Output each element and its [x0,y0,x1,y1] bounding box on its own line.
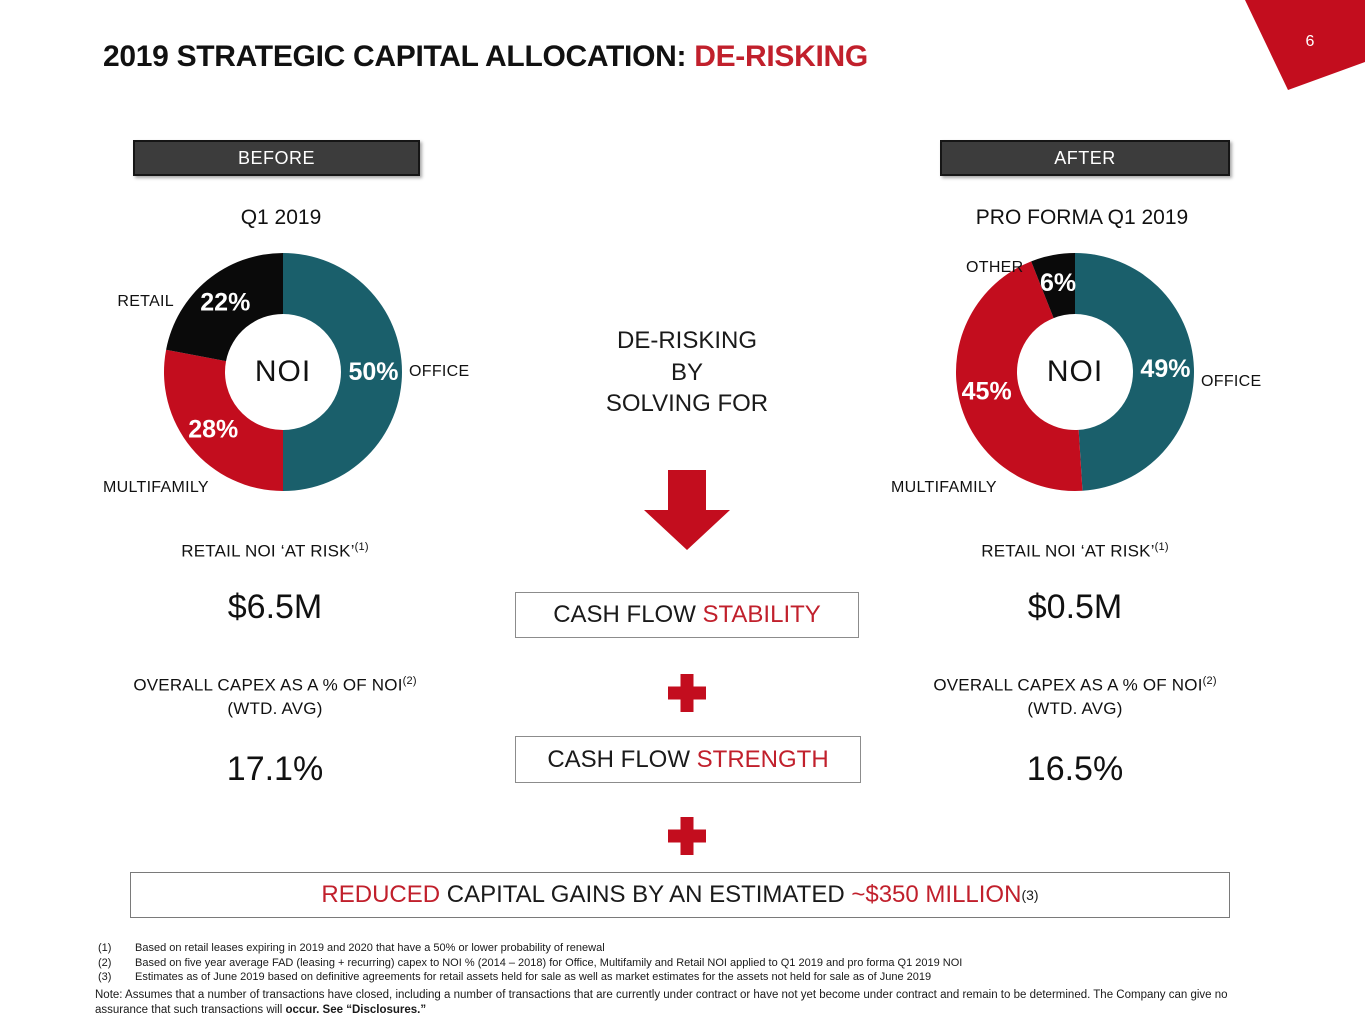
svg-text:6%: 6% [1040,269,1076,297]
before-capex-value: 17.1% [226,750,324,788]
disclosure-note: Note: Assumes that a number of transacti… [95,988,1265,1017]
de-risking-line-1: DE-RISKING [616,327,757,354]
svg-text:28%: 28% [188,416,238,444]
after-header: AFTER [940,140,1230,176]
svg-text:22%: 22% [200,288,250,316]
before-capex-subtext: (WTD. AVG) [227,698,323,718]
page-title-red: DE-RISKING [686,40,868,73]
after-at-risk-value: $0.5M [1027,588,1123,626]
before-capex-text: OVERALL CAPEX AS A % OF NOI [133,675,403,695]
before-label-office: OFFICE [409,363,470,380]
before-capex-footref: (2) [402,675,417,687]
footnotes: (1) Based on retail leases expiring in 2… [98,942,1278,986]
after-capex-value: 16.5% [1026,750,1124,788]
before-header-label: BEFORE [237,147,315,168]
plus-icon [668,817,706,855]
cash-flow-stability-black: CASH FLOW [553,601,703,628]
before-at-risk-text: RETAIL NOI ‘AT RISK’ [181,541,355,561]
after-at-risk-label: RETAIL NOI ‘AT RISK’(1) [875,541,1275,562]
cash-flow-strength-black: CASH FLOW [547,745,697,773]
reduced-capital-gains-banner: REDUCED CAPITAL GAINS BY AN ESTIMATED ~$… [130,872,1230,918]
disclosure-note-bold: occur. See “Disclosures.” [285,1003,427,1016]
page-title-black: 2019 STRATEGIC CAPITAL ALLOCATION: [103,40,687,73]
after-at-risk-footref: (1) [1154,541,1169,553]
banner-amount: ~$350 MILLION [851,881,1022,908]
after-donut-chart: 49% 45% 6% [956,253,1194,491]
after-label-office: OFFICE [1201,373,1262,390]
before-at-risk-value: $6.5M [227,588,323,626]
plus-icon [668,674,706,712]
after-at-risk-text: RETAIL NOI ‘AT RISK’ [981,541,1155,561]
footnote-1-num: (1) [98,942,112,954]
down-arrow-icon [644,470,730,550]
svg-text:45%: 45% [962,378,1012,406]
after-label-multifamily: MULTIFAMILY [891,479,997,496]
after-subtitle: PRO FORMA Q1 2019 [975,206,1189,229]
footnote-3-num: (3) [98,971,112,983]
footnote-3-text: Estimates as of June 2019 based on defin… [135,971,932,983]
footnote-1-text: Based on retail leases expiring in 2019 … [135,942,605,954]
banner-reduced: REDUCED [321,881,441,908]
corner-ribbon-shape [1245,0,1365,90]
svg-text:50%: 50% [348,358,398,386]
corner-ribbon: 6 [1245,0,1365,90]
after-label-other: OTHER [966,259,1024,276]
before-at-risk-footref: (1) [354,541,369,553]
cash-flow-stability-red: STABILITY [702,601,821,628]
after-header-label: AFTER [1054,147,1116,168]
before-donut-chart: 50% 28% 22% [163,253,402,491]
de-risking-statement: DE-RISKING BY SOLVING FOR [537,325,837,420]
after-capex-footref: (2) [1202,675,1217,687]
after-capex-label: OVERALL CAPEX AS A % OF NOI(2) (WTD. AVG… [875,670,1275,720]
footnote-2: (2) Based on five year average FAD (leas… [98,957,1278,971]
footnote-3: (3) Estimates as of June 2019 based on d… [98,971,1278,985]
before-at-risk-label: RETAIL NOI ‘AT RISK’(1) [75,541,475,562]
footnote-2-text: Based on five year average FAD (leasing … [135,956,963,969]
before-capex-label: OVERALL CAPEX AS A % OF NOI(2) (WTD. AVG… [75,670,475,720]
page-title: 2019 STRATEGIC CAPITAL ALLOCATION: DE-RI… [103,40,868,74]
de-risking-line-3: SOLVING FOR [605,390,769,417]
banner-middle: CAPITAL GAINS BY AN ESTIMATED [440,881,852,908]
before-subtitle: Q1 2019 [240,206,322,229]
after-capex-text: OVERALL CAPEX AS A % OF NOI [933,675,1203,695]
page-number: 6 [1306,33,1315,50]
before-header: BEFORE [133,140,420,176]
after-capex-subtext: (WTD. AVG) [1027,698,1123,718]
cash-flow-strength-red: STRENGTH [696,745,829,773]
de-risking-line-2: BY [670,358,703,386]
before-label-multifamily: MULTIFAMILY [103,479,209,496]
svg-text:49%: 49% [1140,355,1190,383]
cash-flow-stability-box: CASH FLOW STABILITY [515,592,859,638]
footnote-1: (1) Based on retail leases expiring in 2… [98,942,1278,956]
banner-footref: (3) [1021,887,1039,903]
footnote-2-num: (2) [98,956,112,969]
disclosure-note-text: Note: Assumes that a number of transacti… [95,989,1228,1016]
cash-flow-strength-box: CASH FLOW STRENGTH [515,736,861,783]
before-label-retail: RETAIL [117,293,174,310]
